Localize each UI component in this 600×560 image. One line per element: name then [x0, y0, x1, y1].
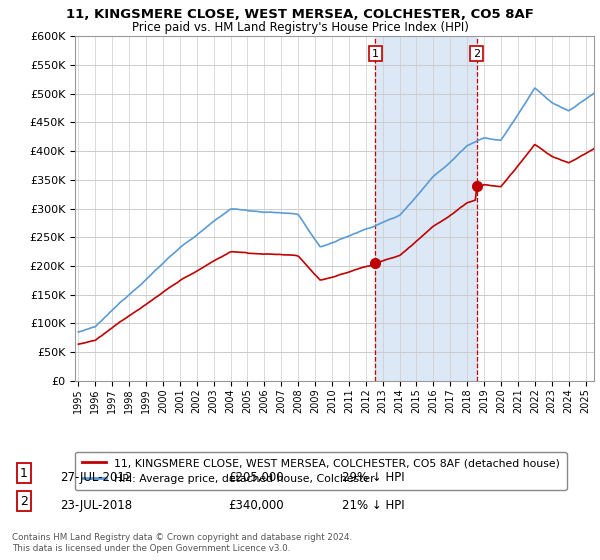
Text: £340,000: £340,000 [228, 499, 284, 512]
Text: 1: 1 [372, 49, 379, 59]
Text: 2: 2 [20, 494, 28, 508]
Text: 21% ↓ HPI: 21% ↓ HPI [342, 499, 404, 512]
Text: Price paid vs. HM Land Registry's House Price Index (HPI): Price paid vs. HM Land Registry's House … [131, 21, 469, 34]
Text: 23-JUL-2018: 23-JUL-2018 [60, 499, 132, 512]
Text: 27-JUL-2012: 27-JUL-2012 [60, 471, 133, 484]
Text: 11, KINGSMERE CLOSE, WEST MERSEA, COLCHESTER, CO5 8AF: 11, KINGSMERE CLOSE, WEST MERSEA, COLCHE… [66, 8, 534, 21]
Bar [376, 36, 476, 381]
Text: 2: 2 [473, 49, 480, 59]
Text: 1: 1 [20, 466, 28, 480]
Text: Contains HM Land Registry data © Crown copyright and database right 2024.
This d: Contains HM Land Registry data © Crown c… [12, 533, 352, 553]
Text: £205,000: £205,000 [228, 471, 284, 484]
Legend: 11, KINGSMERE CLOSE, WEST MERSEA, COLCHESTER, CO5 8AF (detached house), HPI: Ave: 11, KINGSMERE CLOSE, WEST MERSEA, COLCHE… [75, 452, 566, 490]
Text: 29% ↓ HPI: 29% ↓ HPI [342, 471, 404, 484]
